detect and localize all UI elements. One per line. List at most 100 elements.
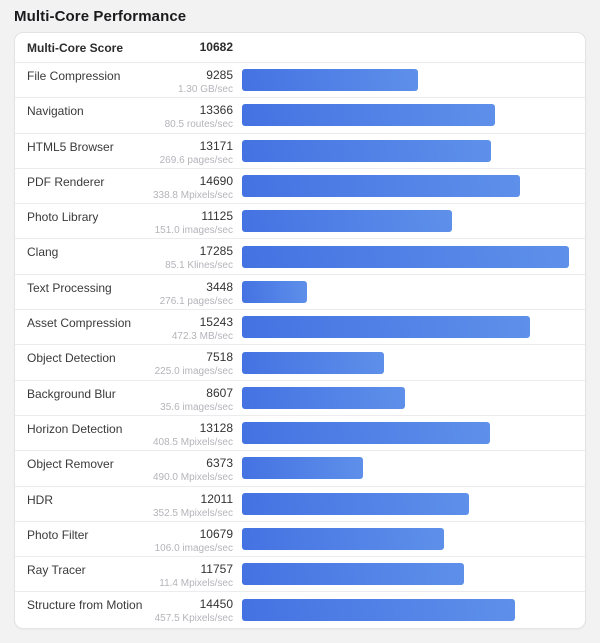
benchmark-bar-area bbox=[242, 451, 569, 485]
benchmark-bar bbox=[242, 104, 495, 127]
benchmark-bar-area bbox=[242, 239, 569, 273]
benchmark-row: PDF Renderer 14690 338.8 Mpixels/sec bbox=[15, 169, 585, 205]
benchmark-unit: 269.6 pages/sec bbox=[159, 154, 233, 166]
benchmark-score: 12011 bbox=[200, 491, 233, 506]
benchmark-bar-area bbox=[242, 557, 569, 591]
benchmark-bar-area bbox=[242, 98, 569, 132]
benchmark-bar-area bbox=[242, 345, 569, 379]
benchmark-score: 13171 bbox=[199, 138, 233, 153]
benchmark-bar-area bbox=[242, 134, 569, 168]
benchmark-label: HTML5 Browser bbox=[27, 139, 114, 154]
benchmark-bar-area bbox=[242, 416, 569, 450]
benchmark-label: Ray Tracer bbox=[27, 563, 86, 578]
benchmark-bar-area bbox=[242, 592, 569, 627]
benchmark-bar bbox=[242, 280, 308, 303]
benchmark-value-col: 6373 490.0 Mpixels/sec bbox=[143, 451, 233, 485]
benchmark-label: Text Processing bbox=[27, 280, 112, 295]
benchmark-row: Object Remover 6373 490.0 Mpixels/sec bbox=[15, 451, 585, 487]
benchmark-unit: 472.3 MB/sec bbox=[171, 331, 233, 343]
benchmark-label: Object Remover bbox=[27, 457, 114, 472]
benchmark-score: 13366 bbox=[199, 103, 233, 118]
benchmark-score: 14690 bbox=[199, 173, 233, 188]
benchmark-unit: 11.4 Mpixels/sec bbox=[159, 578, 233, 590]
benchmark-unit: 106.0 images/sec bbox=[154, 542, 233, 554]
benchmark-bar bbox=[242, 563, 465, 586]
benchmark-score: 9285 bbox=[206, 68, 233, 82]
benchmark-row: Background Blur 8607 35.6 images/sec bbox=[15, 381, 585, 416]
benchmark-bar-area bbox=[242, 275, 569, 309]
benchmark-bar-area bbox=[242, 63, 569, 97]
benchmark-label: Horizon Detection bbox=[27, 421, 123, 436]
benchmark-score: 15243 bbox=[199, 315, 233, 330]
benchmark-value-col: 13171 269.6 pages/sec bbox=[143, 134, 233, 168]
benchmark-value-col: 11125 151.0 images/sec bbox=[143, 204, 233, 238]
benchmark-bar bbox=[242, 351, 385, 374]
benchmark-value-col: 10679 106.0 images/sec bbox=[143, 522, 233, 556]
benchmark-label: PDF Renderer bbox=[27, 174, 105, 189]
benchmark-label: HDR bbox=[27, 492, 53, 507]
benchmark-bar bbox=[242, 210, 453, 233]
benchmark-row: Text Processing 3448 276.1 pages/sec bbox=[15, 275, 585, 311]
benchmark-row: HDR 12011 352.5 Mpixels/sec bbox=[15, 487, 585, 522]
benchmark-value-col: 8607 35.6 images/sec bbox=[143, 381, 233, 415]
benchmark-value-col: 12011 352.5 Mpixels/sec bbox=[143, 487, 233, 521]
summary-label: Multi-Core Score bbox=[27, 40, 124, 55]
summary-score: 10682 bbox=[199, 40, 233, 54]
benchmark-value-col: 13128 408.5 Mpixels/sec bbox=[143, 416, 233, 450]
benchmark-bar bbox=[242, 599, 516, 622]
benchmark-unit: 457.5 Kpixels/sec bbox=[154, 613, 233, 625]
benchmark-score: 17285 bbox=[199, 244, 233, 259]
benchmark-label: Photo Filter bbox=[27, 527, 89, 542]
results-card: Multi-Core Score 10682 File Compression … bbox=[14, 32, 586, 629]
benchmark-value-col: 14690 338.8 Mpixels/sec bbox=[143, 169, 233, 203]
benchmark-label: Photo Library bbox=[27, 210, 99, 225]
benchmark-score: 8607 bbox=[206, 385, 233, 400]
benchmark-bar bbox=[242, 492, 470, 515]
benchmark-value-col: 14450 457.5 Kpixels/sec bbox=[143, 592, 233, 627]
benchmark-label: File Compression bbox=[27, 69, 121, 83]
benchmark-unit: 1.30 GB/sec bbox=[177, 84, 233, 95]
benchmark-label: Clang bbox=[27, 245, 59, 260]
benchmark-row: Clang 17285 85.1 Klines/sec bbox=[15, 239, 585, 275]
benchmark-value-col: 15243 472.3 MB/sec bbox=[143, 310, 233, 344]
benchmark-row: Object Detection 7518 225.0 images/sec bbox=[15, 345, 585, 381]
benchmark-label: Background Blur bbox=[27, 386, 116, 401]
benchmark-bar-area bbox=[242, 169, 569, 203]
benchmark-score: 13128 bbox=[199, 420, 233, 435]
benchmark-label: Structure from Motion bbox=[27, 598, 143, 613]
benchmark-bar bbox=[242, 386, 405, 409]
benchmark-score: 3448 bbox=[206, 279, 233, 294]
benchmark-unit: 225.0 images/sec bbox=[154, 366, 233, 378]
benchmark-label: Navigation bbox=[27, 104, 84, 119]
benchmark-row: Structure from Motion 14450 457.5 Kpixel… bbox=[15, 592, 585, 627]
benchmark-unit: 85.1 Klines/sec bbox=[165, 260, 233, 272]
benchmark-score: 11757 bbox=[200, 562, 233, 577]
benchmark-row: Navigation 13366 80.5 routes/sec bbox=[15, 98, 585, 134]
page-title: Multi-Core Performance bbox=[14, 8, 187, 25]
benchmark-value-col: 3448 276.1 pages/sec bbox=[143, 275, 233, 309]
benchmark-bar bbox=[242, 245, 569, 268]
benchmark-unit: 80.5 routes/sec bbox=[164, 119, 233, 131]
benchmark-unit: 276.1 pages/sec bbox=[159, 295, 233, 307]
benchmark-value-col: 7518 225.0 images/sec bbox=[143, 345, 233, 379]
benchmark-value-col: 11757 11.4 Mpixels/sec bbox=[143, 557, 233, 591]
benchmark-row: Horizon Detection 13128 408.5 Mpixels/se… bbox=[15, 416, 585, 452]
benchmark-unit: 408.5 Mpixels/sec bbox=[152, 436, 233, 448]
benchmark-bar-area bbox=[242, 204, 569, 238]
benchmark-row: Ray Tracer 11757 11.4 Mpixels/sec bbox=[15, 557, 585, 593]
benchmark-value-col: 17285 85.1 Klines/sec bbox=[143, 239, 233, 273]
benchmark-unit: 352.5 Mpixels/sec bbox=[152, 507, 233, 519]
benchmark-unit: 338.8 Mpixels/sec bbox=[152, 189, 233, 201]
benchmark-label: Object Detection bbox=[27, 351, 116, 366]
benchmark-bar bbox=[242, 69, 418, 92]
benchmark-score: 7518 bbox=[206, 350, 233, 365]
benchmark-bar bbox=[242, 316, 531, 339]
benchmark-bar bbox=[242, 422, 491, 445]
benchmark-row: Photo Filter 10679 106.0 images/sec bbox=[15, 522, 585, 558]
benchmark-score: 11125 bbox=[201, 209, 233, 224]
benchmark-unit: 151.0 images/sec bbox=[154, 225, 233, 237]
benchmark-value-col: 13366 80.5 routes/sec bbox=[143, 98, 233, 132]
summary-row: Multi-Core Score 10682 bbox=[15, 33, 585, 63]
benchmark-score: 6373 bbox=[206, 456, 233, 471]
